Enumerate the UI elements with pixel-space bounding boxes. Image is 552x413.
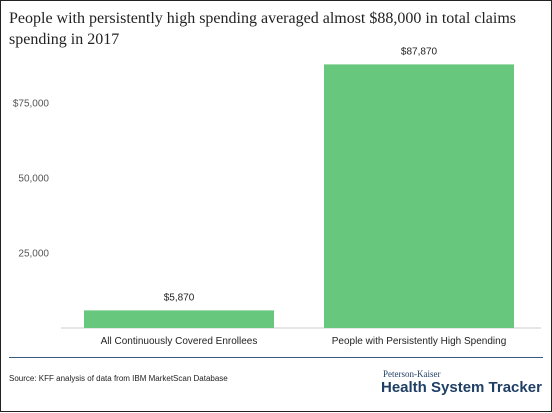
footer-divider: [9, 357, 543, 358]
brand-logo-main: Health System Tracker: [381, 379, 542, 396]
brand-logo-top: Peterson-Kaiser: [383, 369, 441, 379]
bars: [84, 64, 514, 328]
bar-value-label: $5,870: [164, 292, 195, 303]
category-label: All Continuously Covered Enrollees: [101, 336, 258, 347]
bar: [324, 64, 514, 328]
y-axis: 25,000 50,000 $75,000: [13, 99, 50, 260]
category-labels: All Continuously Covered Enrollees People…: [101, 336, 507, 347]
source-note: Source: KFF analysis of data from IBM Ma…: [9, 374, 228, 383]
data-labels: $5,870 $87,870: [164, 46, 438, 303]
category-label: People with Persistently High Spending: [332, 336, 507, 347]
bar-value-label: $87,870: [401, 46, 438, 57]
y-tick-label: 50,000: [18, 174, 49, 185]
y-tick-label: $75,000: [13, 99, 50, 110]
y-tick-label: 25,000: [18, 249, 49, 260]
bar: [84, 310, 274, 328]
brand-logo: Peterson-Kaiser Health System Tracker: [381, 369, 542, 397]
chart-title: People with persistently high spending a…: [9, 10, 517, 48]
